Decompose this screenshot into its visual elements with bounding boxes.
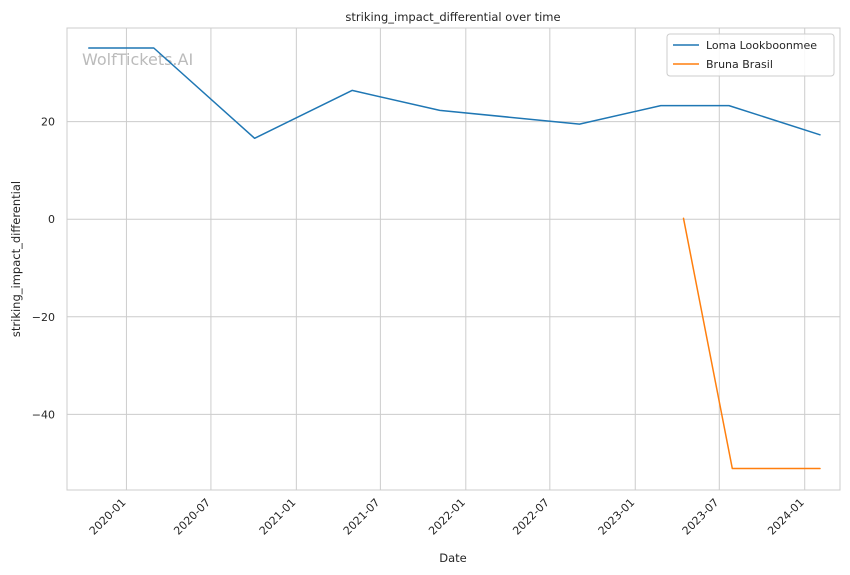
y-tick-label: −40	[32, 408, 55, 421]
y-gridlines	[67, 121, 840, 415]
legend-box	[666, 33, 835, 77]
legend-label-loma: Loma Lookboonmee	[706, 39, 817, 52]
y-tick-label: 0	[48, 213, 55, 226]
y-axis-label: striking_impact_differential	[9, 181, 23, 337]
y-tick-labels: 20 0 −20 −40	[32, 116, 55, 422]
legend: Loma Lookboonmee Bruna Brasil	[666, 33, 835, 77]
x-axis-label: Date	[439, 551, 467, 565]
series-lines	[88, 47, 821, 470]
y-tick-label: −20	[32, 311, 55, 324]
watermark: WolfTickets.AI	[82, 50, 193, 69]
plot-frame	[66, 27, 841, 491]
legend-label-bruna: Bruna Brasil	[706, 58, 773, 71]
chart-title: striking_impact_differential over time	[345, 10, 560, 24]
y-tick-label: 20	[41, 116, 55, 129]
x-gridlines	[125, 28, 806, 490]
